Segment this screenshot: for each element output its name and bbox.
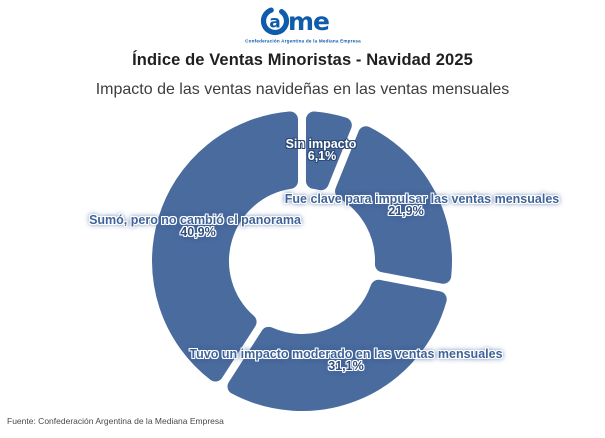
segment-label-sumo: Sumó, pero no cambió el panorama [89, 213, 301, 227]
came-logo-c-ring [260, 6, 289, 36]
came-logo-a: a [269, 13, 280, 33]
donut-segment-1[interactable] [335, 126, 452, 284]
segment-label-tuvo-moderado: Tuvo un impacto moderado en las ventas m… [189, 347, 503, 361]
segment-label-sin-impacto: Sin impacto [285, 137, 357, 151]
segment-value-sin-impacto: 6,1% [307, 149, 337, 163]
donut-segment-2[interactable] [227, 279, 447, 411]
came-logo-tagline: Confederación Argentina de la Mediana Em… [245, 39, 361, 44]
donut-segment-3[interactable] [152, 111, 299, 382]
donut-segment-0[interactable] [305, 111, 352, 191]
segment-value-tuvo-moderado: 31,1% [328, 359, 364, 373]
segment-value-fue-clave: 21,9% [388, 204, 424, 218]
came-logo-me: me [288, 7, 329, 36]
source-note: Fuente: Confederación Argentina de la Me… [7, 416, 224, 426]
segment-label-fue-clave: Fue clave para impulsar las ventas mensu… [284, 192, 560, 206]
segment-value-sumo: 40,9% [180, 225, 216, 239]
came-logo: a me Confederación Argentina de la Media… [0, 4, 605, 53]
page-title: Índice de Ventas Minoristas - Navidad 20… [132, 51, 473, 69]
page-subtitle: Impacto de las ventas navideñas en las v… [95, 81, 510, 98]
came-logo-mark: a me Confederación Argentina de la Media… [245, 6, 361, 44]
